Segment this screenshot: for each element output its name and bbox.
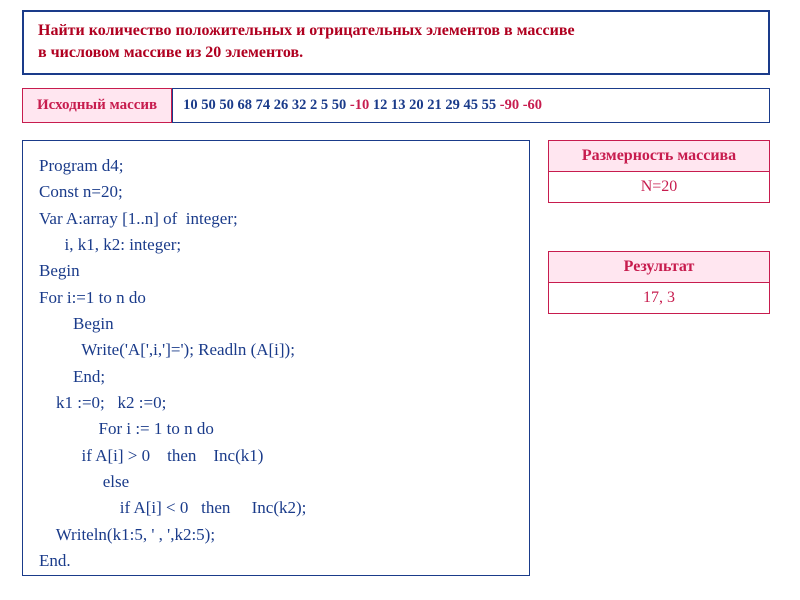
array-value: 5	[321, 97, 328, 113]
array-value: 29	[445, 97, 460, 113]
array-value: 50	[219, 97, 234, 113]
array-value: 55	[482, 97, 497, 113]
array-row: Исходный массив 10 50 50 68 74 26 32 2 5…	[22, 88, 770, 123]
array-label: Исходный массив	[22, 88, 172, 123]
array-value: 26	[274, 97, 289, 113]
right-column: Размерность массива N=20 Результат 17, 3	[548, 140, 770, 362]
array-value: 12	[373, 97, 388, 113]
array-value: 50	[332, 97, 347, 113]
task-line1: Найти количество положительных и отрицат…	[38, 22, 575, 39]
code-box: Program d4; Const n=20; Var A:array [1..…	[22, 140, 530, 576]
array-value: 21	[427, 97, 442, 113]
array-value: 68	[238, 97, 253, 113]
array-value: 74	[256, 97, 271, 113]
result-header: Результат	[548, 251, 770, 283]
dimension-value: N=20	[548, 172, 770, 203]
array-value: 20	[409, 97, 424, 113]
task-box: Найти количество положительных и отрицат…	[22, 10, 770, 75]
array-values: 10 50 50 68 74 26 32 2 5 50 -10 12 13 20…	[172, 88, 770, 123]
result-block: Результат 17, 3	[548, 251, 770, 314]
task-line2: в числовом массиве из 20 элементов.	[38, 44, 303, 61]
task-text: Найти количество положительных и отрицат…	[38, 20, 754, 65]
array-value: 32	[292, 97, 307, 113]
result-value: 17, 3	[548, 283, 770, 314]
array-value: -60	[523, 97, 542, 113]
array-value: 45	[463, 97, 478, 113]
dimension-header: Размерность массива	[548, 140, 770, 172]
dimension-block: Размерность массива N=20	[548, 140, 770, 203]
array-value: 2	[310, 97, 317, 113]
array-value: 13	[391, 97, 406, 113]
array-value: -10	[350, 97, 369, 113]
array-value: 10	[183, 97, 198, 113]
array-value: 50	[201, 97, 216, 113]
array-value: -90	[500, 97, 519, 113]
